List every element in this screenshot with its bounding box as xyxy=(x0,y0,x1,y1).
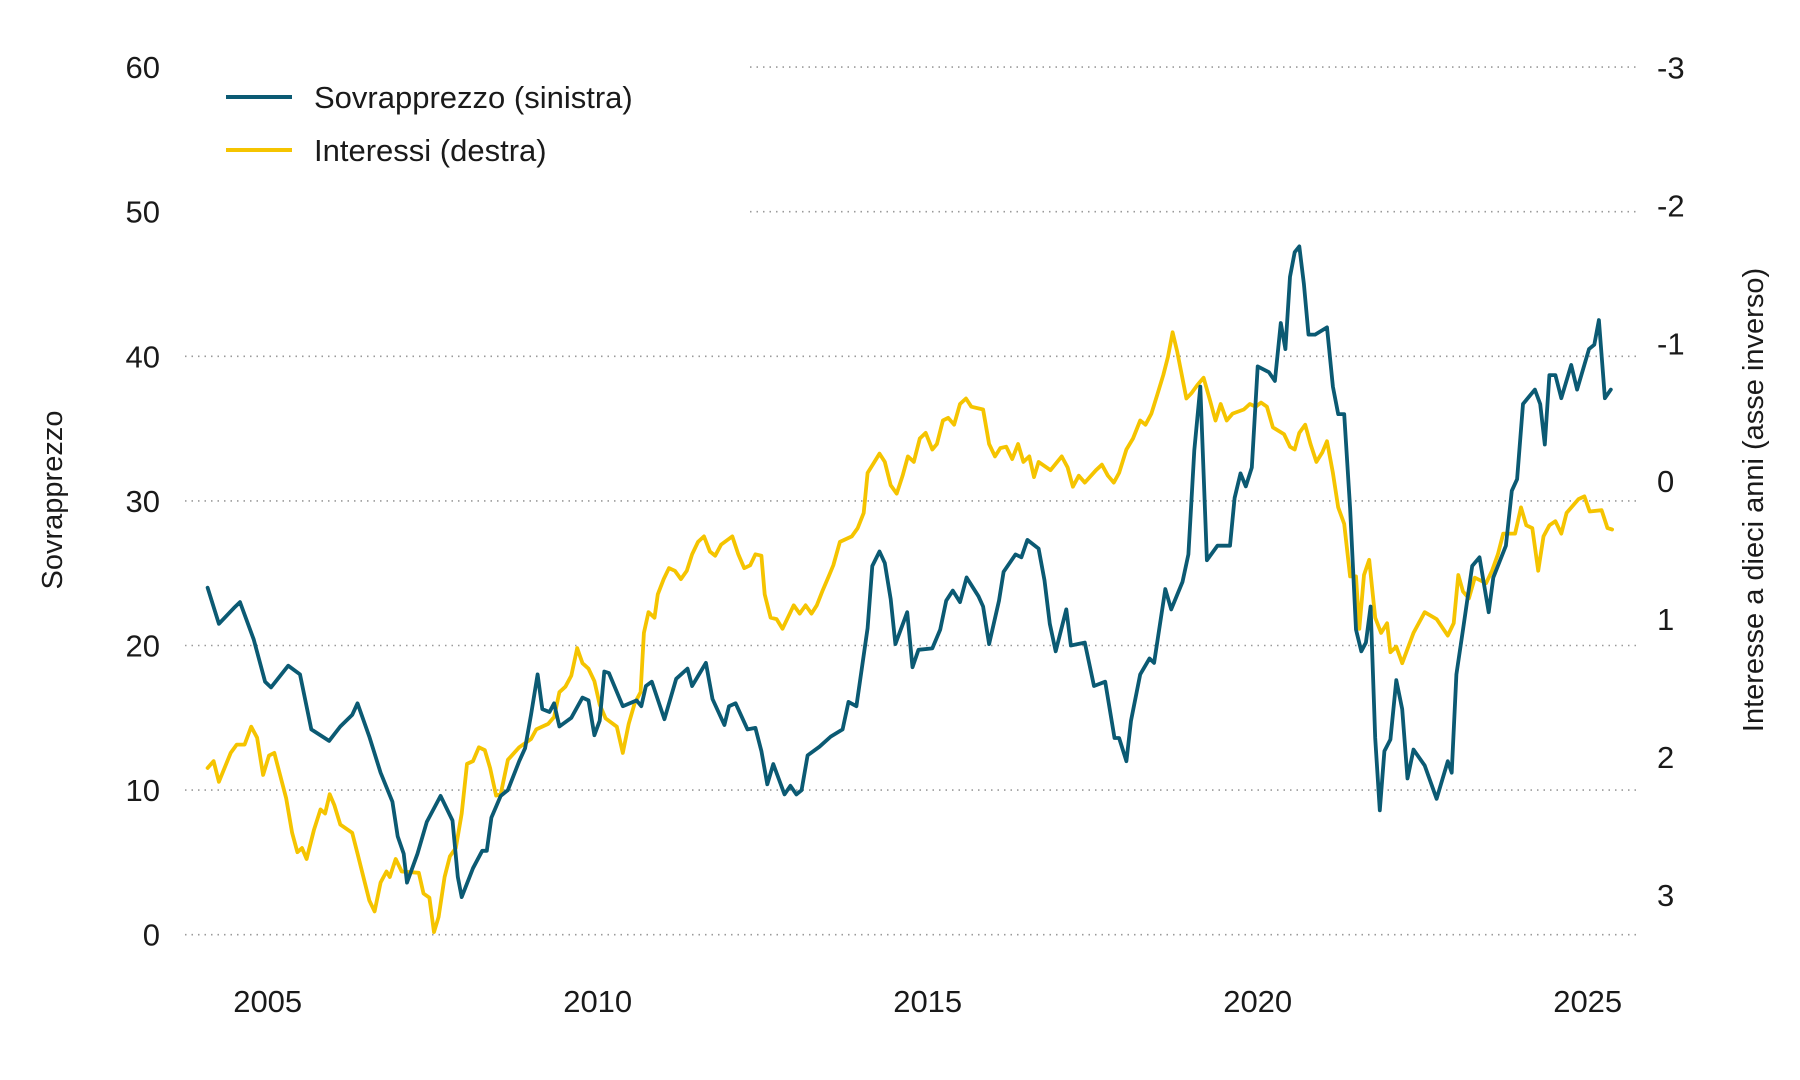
series-lines xyxy=(205,244,1614,934)
series-line-sovrapprezzo xyxy=(205,244,1613,899)
legend: Sovrapprezzo (sinistra) Interessi (destr… xyxy=(226,80,633,168)
right-tick-label: -3 xyxy=(1657,51,1685,86)
right-tick-label: 0 xyxy=(1657,464,1674,499)
legend-label-sovrapprezzo: Sovrapprezzo (sinistra) xyxy=(314,80,633,115)
series-line-interessi xyxy=(205,330,1614,934)
right-axis-ticks: -3 -2 -1 0 1 2 3 xyxy=(1657,51,1685,913)
x-tick-label: 2005 xyxy=(233,984,302,1019)
x-tick-label: 2015 xyxy=(893,984,962,1019)
right-axis-label: Interesse a dieci anni (asse inverso) xyxy=(1738,268,1770,732)
left-tick-label: 0 xyxy=(143,918,160,953)
legend-label-interessi: Interessi (destra) xyxy=(314,133,547,168)
right-tick-label: 2 xyxy=(1657,740,1674,775)
left-tick-label: 50 xyxy=(126,195,160,230)
gridlines xyxy=(185,66,1636,936)
x-tick-label: 2020 xyxy=(1223,984,1292,1019)
right-tick-label: 1 xyxy=(1657,602,1674,637)
right-tick-label: -2 xyxy=(1657,188,1685,223)
x-axis-ticks: 2005 2010 2015 2020 2025 xyxy=(233,984,1622,1019)
left-tick-label: 20 xyxy=(126,629,160,664)
x-tick-label: 2025 xyxy=(1553,984,1622,1019)
left-tick-label: 40 xyxy=(126,339,160,374)
left-tick-label: 30 xyxy=(126,484,160,519)
left-tick-label: 10 xyxy=(126,773,160,808)
left-tick-label: 60 xyxy=(126,50,160,85)
x-tick-label: 2010 xyxy=(563,984,632,1019)
left-axis-ticks: 0 10 20 30 40 50 60 xyxy=(126,50,160,953)
left-axis-label: Sovrapprezzo xyxy=(37,411,69,590)
right-tick-label: 3 xyxy=(1657,878,1674,913)
right-tick-label: -1 xyxy=(1657,326,1685,361)
